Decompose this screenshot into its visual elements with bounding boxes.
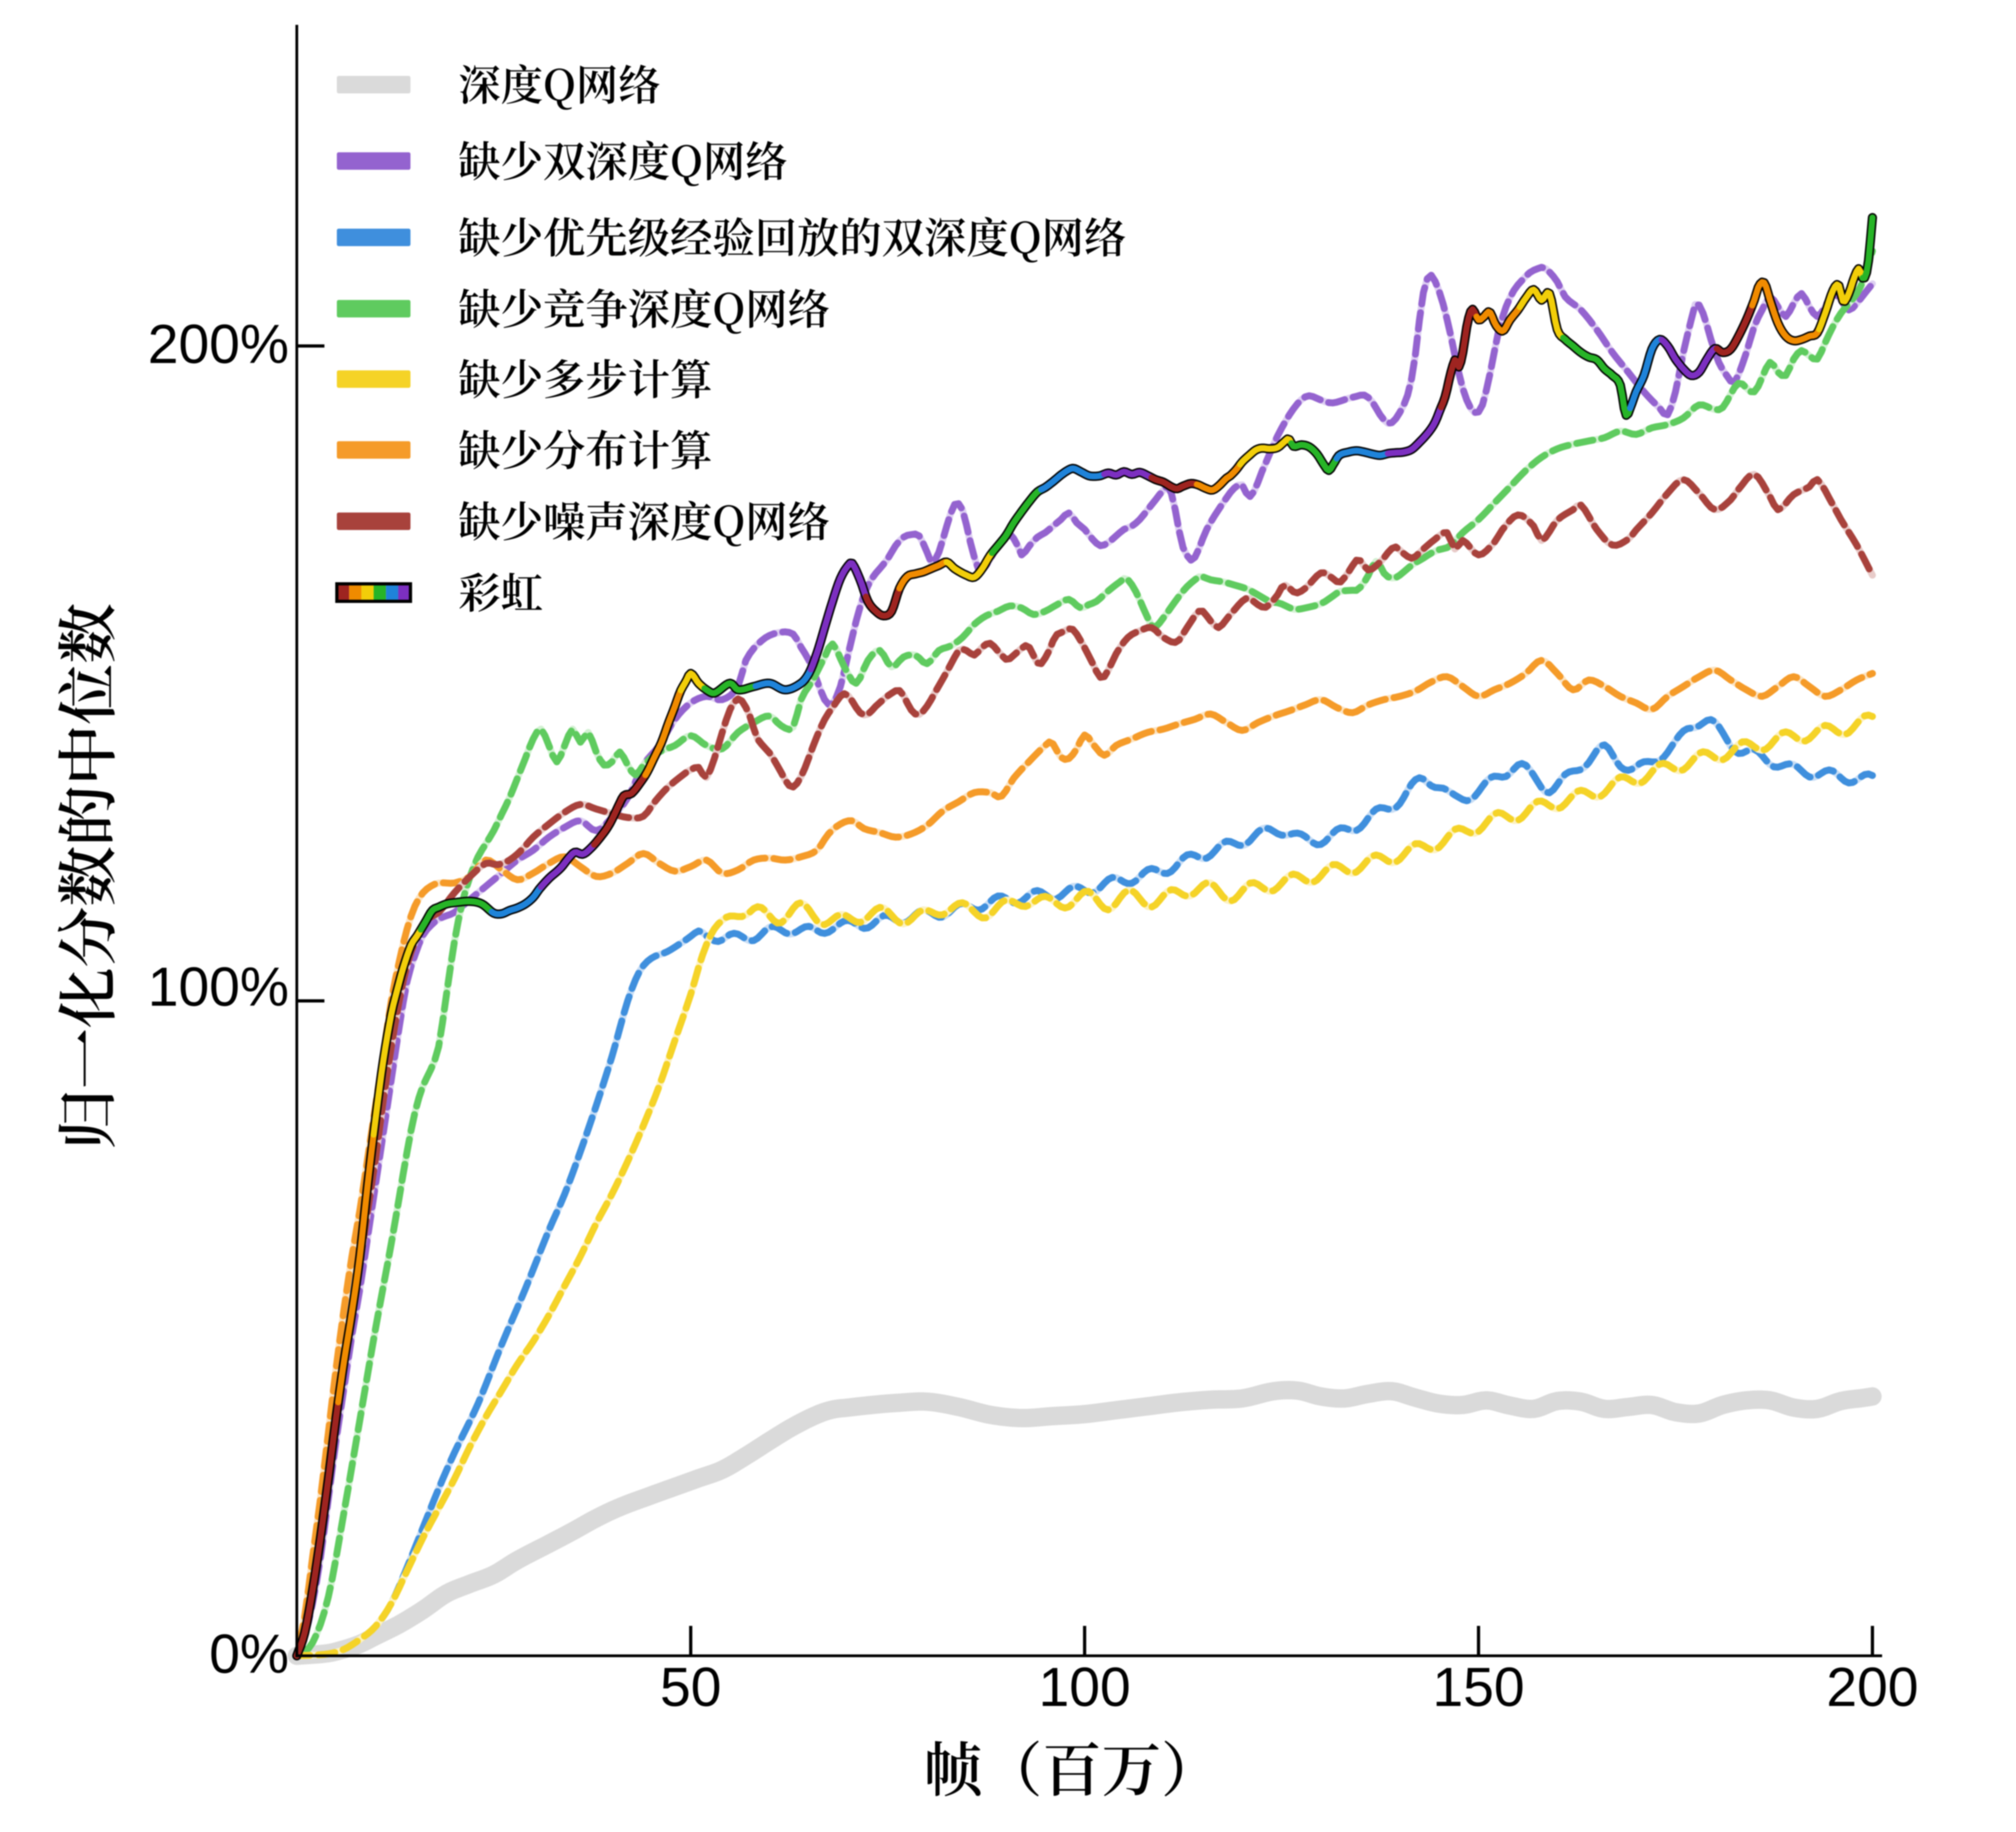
svg-text:0%: 0% <box>209 1623 289 1685</box>
svg-text:100%: 100% <box>148 956 289 1018</box>
svg-text:150: 150 <box>1433 1656 1525 1718</box>
svg-text:50: 50 <box>660 1656 721 1718</box>
svg-text:100: 100 <box>1039 1656 1131 1718</box>
svg-text:200%: 200% <box>148 313 289 375</box>
svg-text:200: 200 <box>1826 1656 1918 1718</box>
